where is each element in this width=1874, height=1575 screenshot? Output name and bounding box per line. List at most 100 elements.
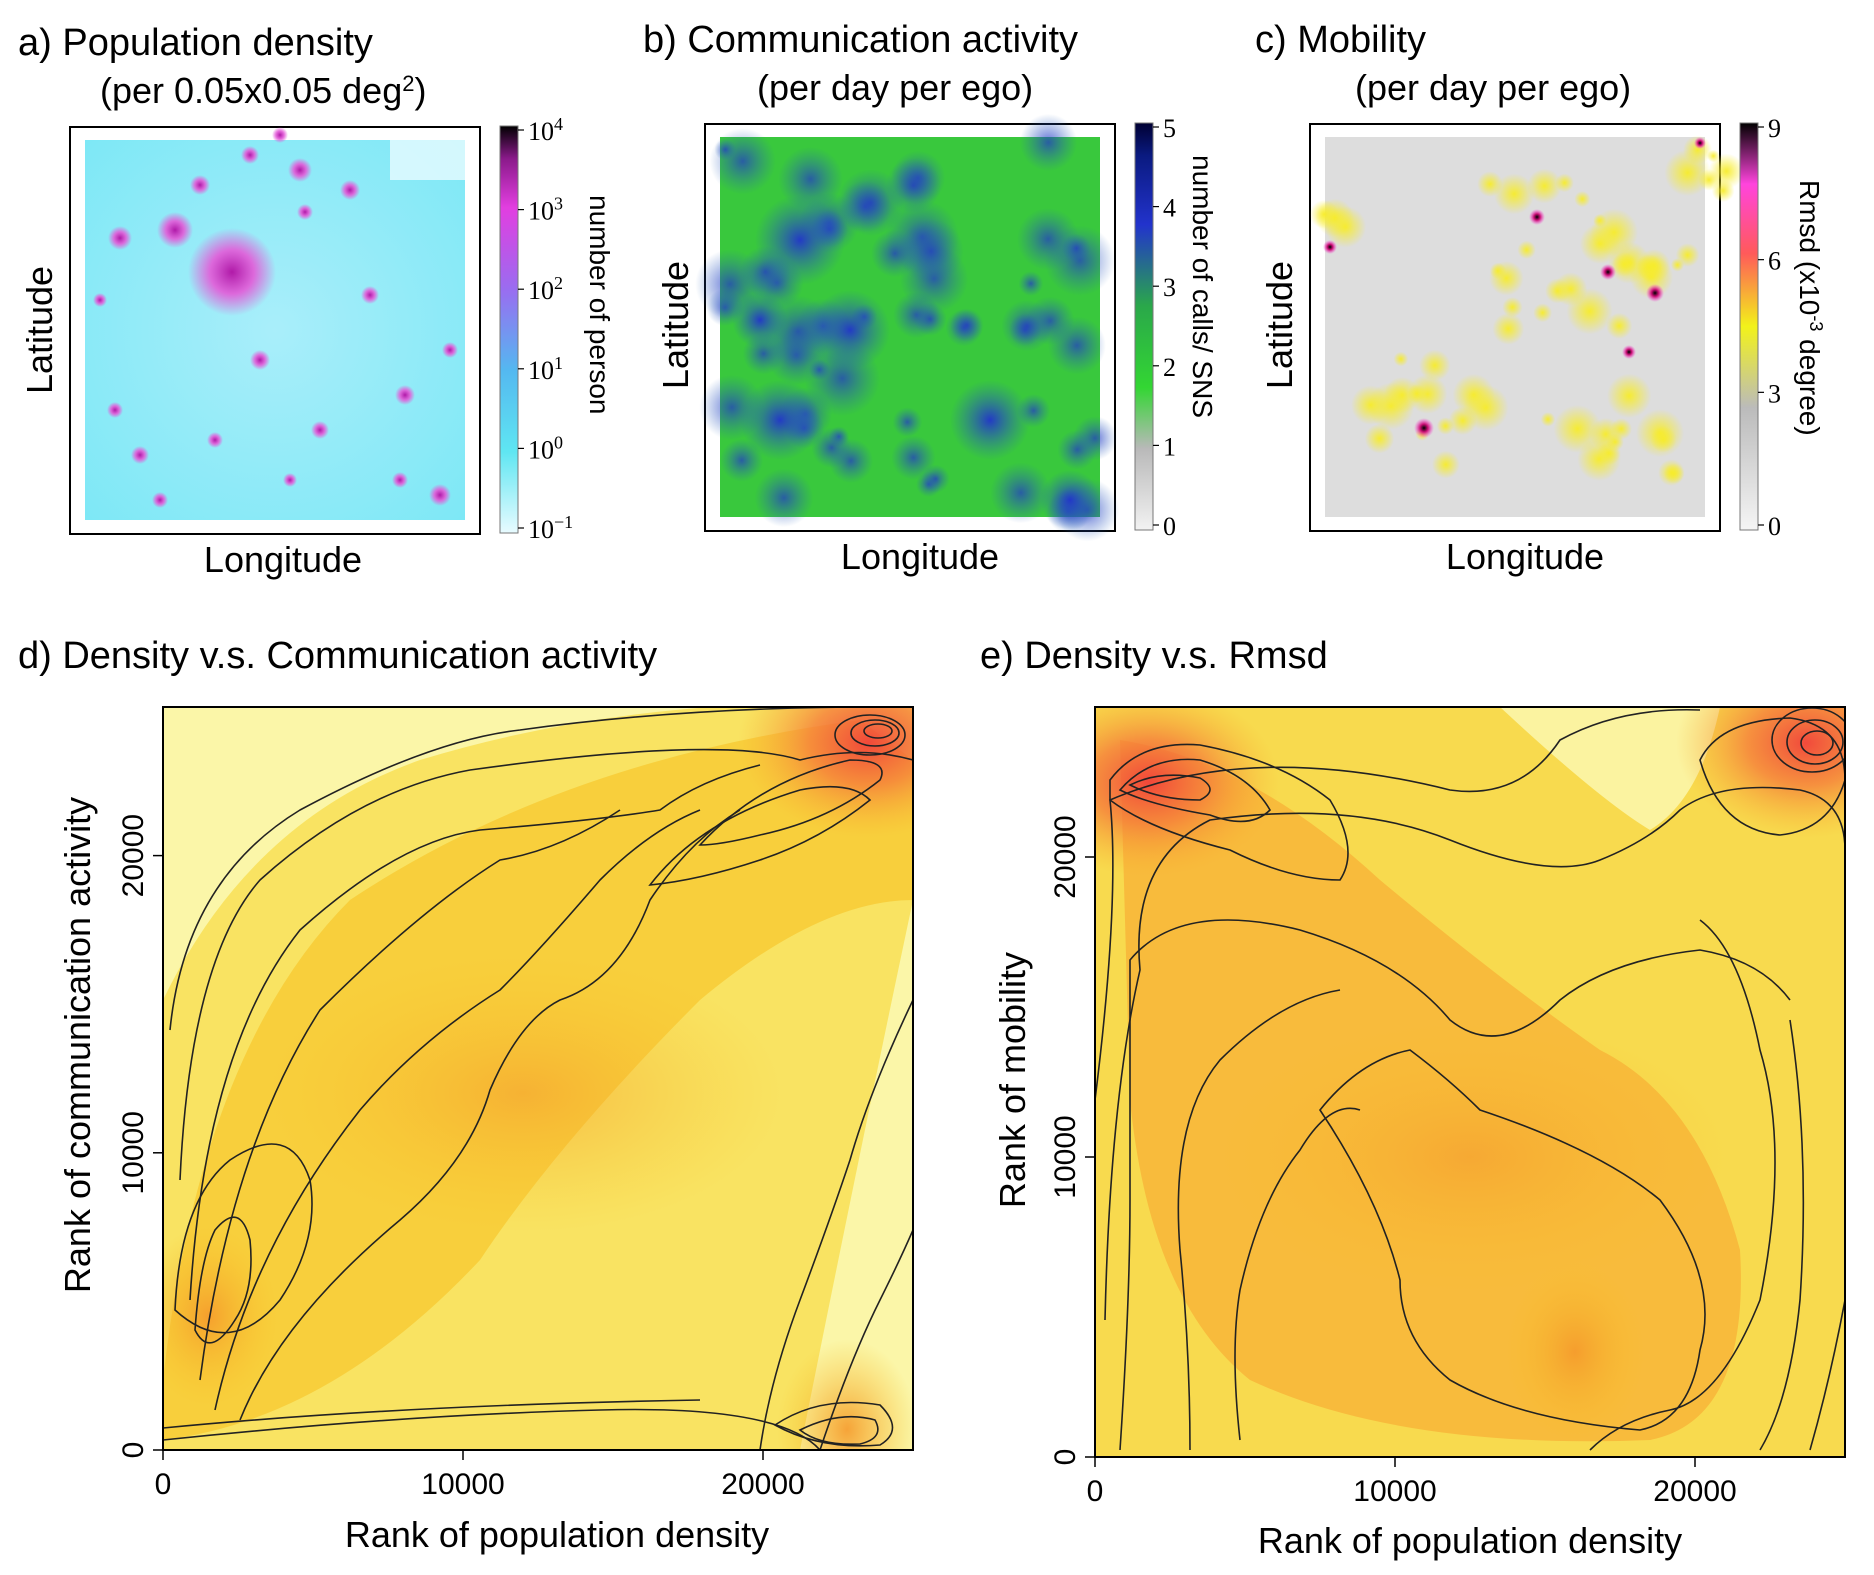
- panel-c-blob: [1364, 423, 1395, 454]
- panel-d-title: d) Density v.s. Communication activity: [18, 635, 657, 677]
- panel-c-hotspot: [1600, 264, 1616, 280]
- panel-a-hotspot: [340, 180, 360, 200]
- panel-e-xtick-label: 20000: [1653, 1475, 1736, 1508]
- panel-a-hotspot: [188, 228, 276, 316]
- panel-c-title: c) Mobility: [1255, 19, 1426, 61]
- panel-a-hotspot: [131, 446, 149, 464]
- panel-a-hotspot: [429, 484, 451, 506]
- panel-b: b) Communication activity (per day per e…: [643, 19, 1218, 577]
- panel-b-blob: [740, 380, 820, 460]
- panel-b-blob: [990, 462, 1052, 524]
- colorbar-tick-label: 9: [1768, 114, 1781, 143]
- panel-c-blob: [1448, 406, 1477, 435]
- panel-e-density-peak: [1676, 707, 1845, 838]
- panel-c-blob: [1502, 297, 1523, 318]
- panel-a-hotspot: [152, 492, 168, 508]
- panel-b-blob: [892, 407, 923, 437]
- panel-c-heatmap: [1309, 135, 1745, 517]
- panel-c-hotspot: [1646, 284, 1664, 302]
- panel-a-hotspot: [207, 432, 223, 448]
- panel-c-hotspot: [1529, 209, 1545, 225]
- panel-d-ytick-label: 10000: [117, 1111, 150, 1194]
- panel-b-blob: [950, 380, 1030, 460]
- panel-c-blob: [1419, 349, 1451, 382]
- panel-b-xlabel: Longitude: [841, 536, 999, 577]
- panel-b-blob: [754, 468, 814, 528]
- panel-d-density-peak: [777, 1339, 913, 1450]
- panel-c-hotspot: [1323, 240, 1337, 254]
- panel-e-ytick-label: 10000: [1049, 1115, 1082, 1198]
- colorbar-tick-label: 1: [1163, 432, 1176, 461]
- panel-e-xtick-label: 10000: [1353, 1475, 1436, 1508]
- panel-a-hotspot: [250, 350, 270, 370]
- panel-e-density-peak: [1210, 1017, 1730, 1297]
- panel-c-blob: [1533, 303, 1553, 323]
- panel-c-blob: [1664, 149, 1711, 197]
- panel-c-blob: [1545, 278, 1571, 304]
- panel-c-blob: [1383, 376, 1421, 414]
- panel-b-blob: [1018, 271, 1044, 296]
- panel-d-ytick-label: 20000: [117, 814, 150, 897]
- panel-a-hotspot: [190, 175, 210, 195]
- panel-c-blob: [1610, 418, 1632, 440]
- panel-c-xlabel: Longitude: [1446, 536, 1604, 577]
- colorbar-tick-label: 3: [1163, 273, 1176, 302]
- panel-b-blob: [891, 435, 936, 480]
- panel-e-ytick-label: 0: [1049, 1449, 1082, 1466]
- panel-b-blob: [1001, 299, 1053, 352]
- panel-b-title: b) Communication activity: [643, 19, 1078, 61]
- colorbar-tick-label: 100: [528, 432, 563, 464]
- colorbar-tick-label: 4: [1163, 194, 1176, 223]
- panel-c-blob: [1663, 463, 1685, 484]
- panel-e-xlabel: Rank of population density: [1258, 1520, 1682, 1561]
- panel-a-xlabel: Longitude: [204, 539, 362, 580]
- panel-c-blob: [1489, 262, 1507, 280]
- panel-c-blob: [1555, 173, 1574, 193]
- panel-d-contours: [163, 707, 913, 1450]
- panel-c-blob: [1675, 243, 1700, 267]
- panel-b-blob: [714, 138, 737, 161]
- panel-a-hotspot: [392, 472, 408, 488]
- panel-b-blob: [1057, 429, 1098, 470]
- panel-d-frame: [162, 706, 914, 1451]
- panel-b-blob: [898, 218, 964, 285]
- panel-c-blob: [1607, 373, 1652, 418]
- panel-b-blob: [1016, 207, 1080, 271]
- panel-b-ylabel: Latitude: [655, 261, 696, 389]
- panel-c-blob: [1698, 169, 1720, 191]
- panel-c-blob: [1492, 312, 1525, 345]
- panel-a-ylabel: Latitude: [19, 266, 60, 394]
- panel-b-blob: [828, 438, 874, 484]
- panel-c-blob: [1540, 412, 1556, 427]
- panel-d-density-peak: [263, 953, 783, 1234]
- panel-e-ytick-label: 20000: [1049, 815, 1082, 898]
- panel-b-blob: [1040, 470, 1100, 530]
- panel-e-title: e) Density v.s. Rmsd: [980, 635, 1328, 677]
- panel-a-hotspot: [157, 212, 193, 248]
- panel-c-blob: [1493, 173, 1535, 215]
- colorbar-tick-label: 0: [1768, 512, 1781, 541]
- panel-b-blob: [755, 195, 845, 285]
- panel-b-blob: [950, 308, 984, 342]
- panel-c-blob: [1393, 351, 1409, 367]
- panel-b-blob: [810, 290, 890, 370]
- panel-b-subtitle: (per day per ego): [757, 67, 1033, 108]
- panel-e-xtick-label: 0: [1087, 1475, 1104, 1508]
- panel-d-xtick-label: 10000: [421, 1468, 504, 1501]
- panel-b-blob: [720, 438, 764, 482]
- colorbar-tick-label: 101: [528, 353, 563, 385]
- panel-e-frame: [1094, 706, 1846, 1458]
- panel-a-subtitle: (per 0.05x0.05 deg2): [100, 70, 426, 111]
- panel-a-hotspot: [311, 421, 329, 439]
- panel-b-colorbar-label: number of calls/ SNS: [1187, 155, 1218, 418]
- panel-c-blob: [1309, 199, 1339, 229]
- panel-c-blob: [1707, 149, 1720, 163]
- panel-c-colorbar: [1739, 122, 1759, 531]
- panel-a-hotspot: [442, 342, 458, 358]
- panel-b-blob: [871, 229, 919, 278]
- colorbar-tick-label: 5: [1163, 114, 1176, 143]
- panel-c-hotspot: [1622, 345, 1636, 359]
- colorbar-tick-label: 2: [1163, 353, 1176, 382]
- panel-c-blob: [1527, 168, 1562, 204]
- panel-c-blob: [1517, 240, 1536, 260]
